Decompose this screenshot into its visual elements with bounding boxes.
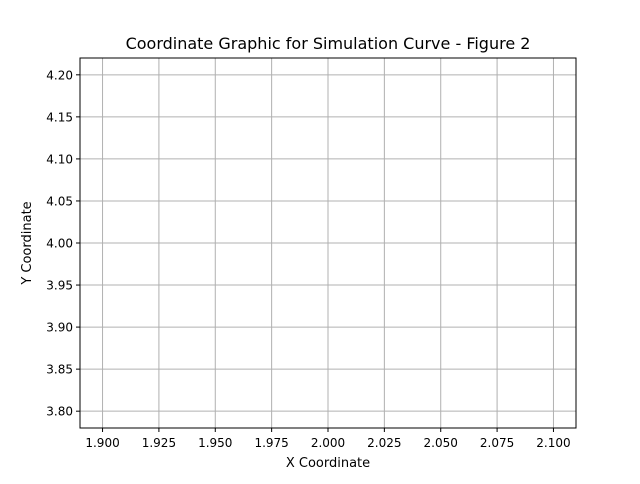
y-tick-label: 4.10 bbox=[46, 152, 73, 166]
y-tick-label: 3.95 bbox=[46, 279, 73, 293]
x-tick-label: 2.000 bbox=[311, 436, 345, 450]
y-tick-label: 3.85 bbox=[46, 363, 73, 377]
y-tick-label: 3.90 bbox=[46, 321, 73, 335]
chart-title: Coordinate Graphic for Simulation Curve … bbox=[126, 34, 531, 53]
y-tick-label: 4.15 bbox=[46, 110, 73, 124]
grid-layer bbox=[80, 58, 576, 428]
y-axis-label: Y Coordinate bbox=[20, 201, 35, 285]
x-tick-label: 1.950 bbox=[198, 436, 232, 450]
x-tick-label: 1.975 bbox=[254, 436, 288, 450]
x-tick-label: 2.075 bbox=[480, 436, 514, 450]
x-tick-label: 2.100 bbox=[536, 436, 570, 450]
x-tick-label: 2.050 bbox=[424, 436, 458, 450]
tick-layer: 1.900 1.925 1.950 1.975 2.000 2.025 2.050 2.075… bbox=[46, 68, 570, 450]
plot-area-frame bbox=[79, 57, 577, 429]
x-tick-label: 1.900 bbox=[85, 436, 119, 450]
y-tick-label: 4.00 bbox=[46, 237, 73, 251]
y-tick-label: 3.80 bbox=[46, 405, 73, 419]
x-tick-label: 2.025 bbox=[367, 436, 401, 450]
y-tick-label: 4.05 bbox=[46, 194, 73, 208]
x-tick-label: 1.925 bbox=[142, 436, 176, 450]
x-axis-label: X Coordinate bbox=[286, 456, 370, 471]
y-tick-label: 4.20 bbox=[46, 68, 73, 82]
